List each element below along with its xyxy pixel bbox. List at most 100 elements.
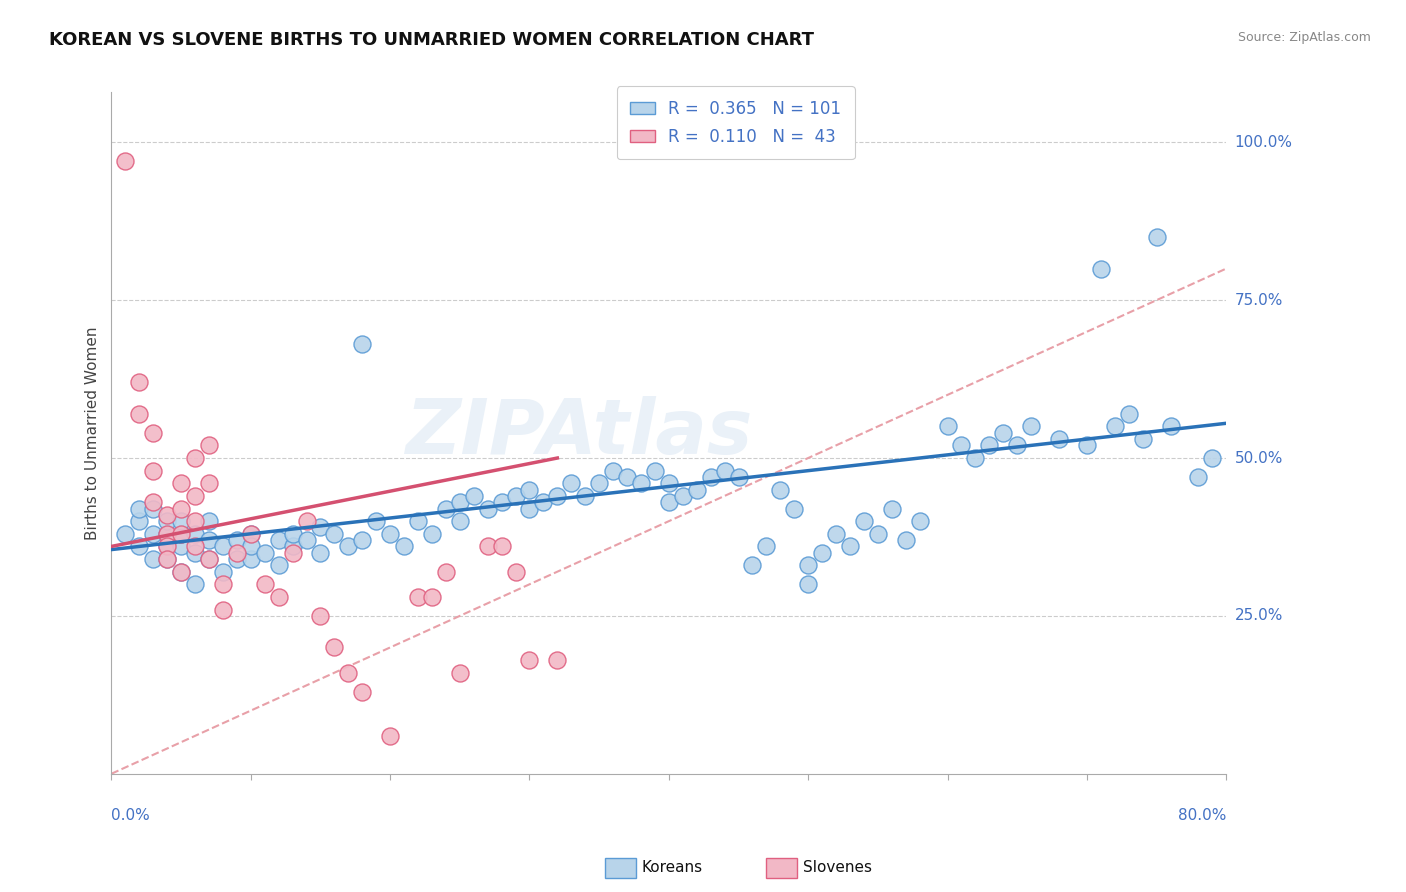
Point [1132,432,1154,446]
Point [519,483,541,497]
Point [170,514,193,528]
Point [852,514,875,528]
Point [769,483,792,497]
Point [225,546,247,560]
Point [1019,419,1042,434]
Point [519,653,541,667]
Point [1076,438,1098,452]
Text: 0.0%: 0.0% [111,808,150,823]
Point [253,577,276,591]
Point [755,540,778,554]
Point [184,577,207,591]
Text: 50.0%: 50.0% [1234,450,1282,466]
Point [114,154,136,169]
Point [644,464,666,478]
Point [378,729,401,743]
Point [142,552,165,566]
Point [267,558,290,573]
Text: 25.0%: 25.0% [1234,608,1282,624]
Point [142,425,165,440]
Point [392,540,415,554]
Point [198,514,221,528]
Point [156,508,179,522]
Point [184,514,207,528]
Point [950,438,973,452]
Point [184,489,207,503]
Point [212,602,235,616]
Point [979,438,1001,452]
Point [170,565,193,579]
Point [463,489,485,503]
Point [880,501,903,516]
Point [352,337,374,351]
Point [588,476,610,491]
Point [239,526,262,541]
Point [866,526,889,541]
Point [672,489,695,503]
Point [281,526,304,541]
Text: Source: ZipAtlas.com: Source: ZipAtlas.com [1237,31,1371,45]
Point [198,533,221,548]
Point [352,684,374,698]
Point [337,540,360,554]
Point [309,608,332,623]
Point [323,526,346,541]
Point [574,489,596,503]
Point [225,533,247,548]
Point [142,495,165,509]
Point [239,526,262,541]
Point [1118,407,1140,421]
Point [546,653,568,667]
Y-axis label: Births to Unmarried Women: Births to Unmarried Women [86,326,100,540]
Point [170,501,193,516]
Point [1160,419,1182,434]
Point [406,514,429,528]
Point [281,546,304,560]
Point [741,558,763,573]
Text: 80.0%: 80.0% [1178,808,1226,823]
Point [295,514,318,528]
Point [505,489,527,503]
Point [309,546,332,560]
Point [309,520,332,534]
Point [727,470,749,484]
Point [212,565,235,579]
Point [616,470,638,484]
Point [128,514,150,528]
Legend: R =  0.365   N = 101, R =  0.110   N =  43: R = 0.365 N = 101, R = 0.110 N = 43 [617,87,855,159]
Point [1047,432,1070,446]
Text: 75.0%: 75.0% [1234,293,1282,308]
Point [1104,419,1126,434]
Point [546,489,568,503]
Point [477,501,499,516]
Point [783,501,806,516]
Point [337,665,360,680]
Point [699,470,721,484]
Point [406,590,429,604]
Point [1005,438,1028,452]
Point [936,419,959,434]
Point [602,464,624,478]
Text: Koreans: Koreans [641,861,702,875]
Point [993,425,1015,440]
Point [531,495,554,509]
Point [156,552,179,566]
Point [420,526,443,541]
Point [713,464,735,478]
Point [686,483,709,497]
Point [225,552,247,566]
Point [184,546,207,560]
Point [128,407,150,421]
Point [156,526,179,541]
Point [839,540,862,554]
Point [491,540,513,554]
Point [295,533,318,548]
Point [142,464,165,478]
Point [491,495,513,509]
Point [198,552,221,566]
Point [184,450,207,465]
Point [477,540,499,554]
Point [142,501,165,516]
Point [323,640,346,655]
Point [267,590,290,604]
